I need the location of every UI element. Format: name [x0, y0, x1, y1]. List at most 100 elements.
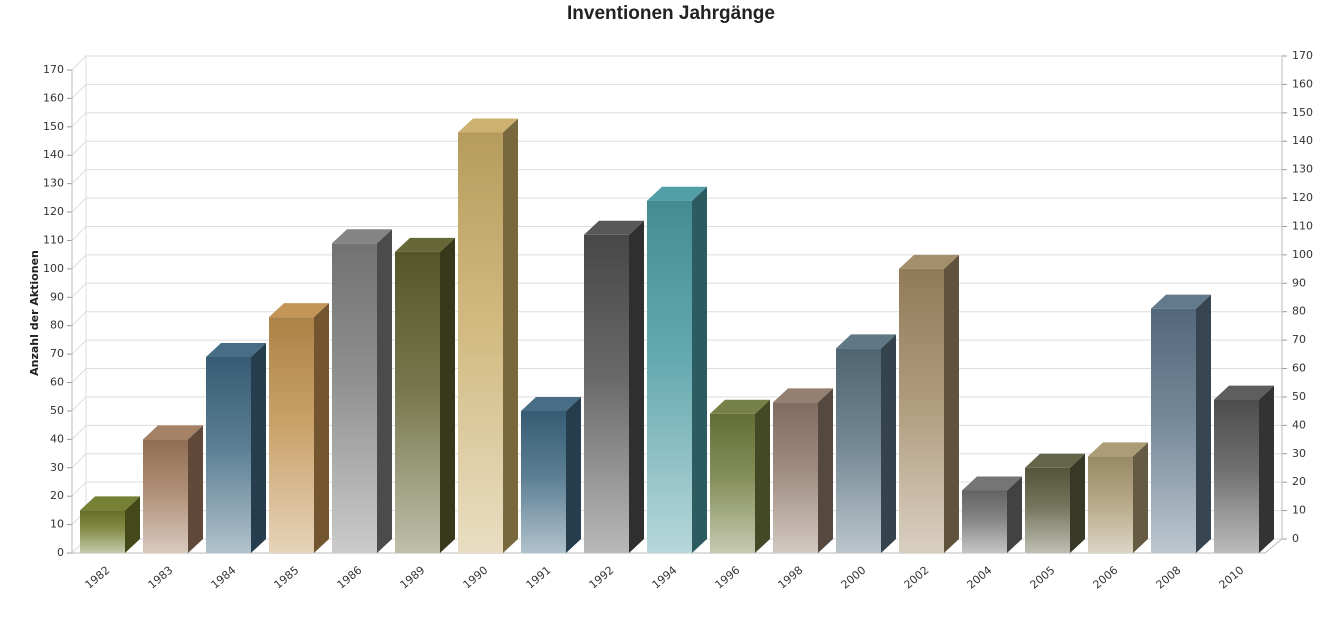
- y-tick-label: 0: [57, 546, 64, 559]
- y2-tick-label: 40: [1292, 418, 1306, 431]
- bar-top: [395, 237, 455, 252]
- y2-tick-label: 100: [1292, 248, 1313, 261]
- y-tick-label: 80: [50, 319, 64, 332]
- bar-top: [521, 396, 581, 411]
- y2-tick-label: 130: [1292, 163, 1313, 176]
- bar-side: [1196, 294, 1211, 553]
- bar-side: [503, 118, 518, 553]
- y-tick-label: 40: [50, 432, 64, 445]
- bar-side: [881, 334, 896, 553]
- x-tick-label: 1986: [335, 564, 365, 592]
- bar: [332, 243, 377, 553]
- y2-tick-label: 30: [1292, 447, 1306, 460]
- y2-tick-label: 50: [1292, 390, 1306, 403]
- bar: [647, 200, 692, 553]
- x-tick-label: 1984: [209, 564, 239, 592]
- y-tick-label: 130: [43, 177, 64, 190]
- bar-side: [125, 496, 140, 553]
- y2-tick-label: 60: [1292, 362, 1306, 375]
- y2-tick-label: 80: [1292, 305, 1306, 318]
- y2-tick-label: 170: [1292, 49, 1313, 62]
- grid-line: [71, 169, 1282, 185]
- bar-side: [755, 399, 770, 553]
- bar: [899, 268, 944, 553]
- bar: [458, 132, 503, 553]
- bar: [80, 510, 125, 553]
- x-tick-label: 2006: [1091, 564, 1121, 592]
- x-tick-label: 1992: [587, 564, 617, 592]
- bar-side: [377, 229, 392, 553]
- x-tick-label: 2005: [1028, 564, 1058, 592]
- bar-side: [314, 303, 329, 553]
- y2-tick-label: 10: [1292, 504, 1306, 517]
- y2-tick-label: 150: [1292, 106, 1313, 119]
- bar: [1151, 308, 1196, 553]
- bar-side: [692, 186, 707, 553]
- x-tick-label: 2008: [1154, 564, 1184, 592]
- y2-tick-label: 90: [1292, 276, 1306, 289]
- bar-top: [80, 496, 140, 511]
- bar-side: [1007, 476, 1022, 553]
- y2-tick-label: 110: [1292, 219, 1313, 232]
- y-tick-label: 120: [43, 205, 64, 218]
- bar-top: [269, 303, 329, 318]
- x-tick-label: 1991: [524, 564, 554, 592]
- x-tick-label: 1985: [272, 564, 302, 592]
- y-tick-label: 10: [50, 518, 64, 531]
- bar-side: [1133, 442, 1148, 553]
- bar: [521, 410, 566, 553]
- bar: [962, 490, 1007, 553]
- grid-line: [71, 282, 1282, 298]
- grid-line: [71, 55, 1282, 71]
- grid-line: [71, 311, 1282, 327]
- bar-side: [440, 237, 455, 553]
- y-tick-label: 170: [43, 63, 64, 76]
- bar: [773, 402, 818, 553]
- x-tick-label: 1998: [776, 564, 806, 592]
- bar-top: [584, 220, 644, 235]
- bar-top: [1151, 294, 1211, 309]
- bar-top: [1025, 453, 1085, 468]
- x-tick-label: 1996: [713, 564, 743, 592]
- y2-tick-label: 20: [1292, 475, 1306, 488]
- grid-line: [71, 83, 1282, 99]
- bar-top: [836, 334, 896, 349]
- y-tick-label: 150: [43, 120, 64, 133]
- grid-line: [71, 254, 1282, 270]
- x-tick-label: 1990: [461, 564, 491, 592]
- y-tick-label: 50: [50, 404, 64, 417]
- bar-side: [818, 388, 833, 553]
- y-tick-label: 70: [50, 347, 64, 360]
- x-tick-label: 1983: [146, 564, 176, 592]
- y-tick-label: 60: [50, 376, 64, 389]
- y2-tick-label: 140: [1292, 134, 1313, 147]
- bar-side: [1259, 385, 1274, 553]
- bar-side: [188, 425, 203, 553]
- x-tick-label: 2010: [1217, 564, 1247, 592]
- bar-top: [458, 118, 518, 133]
- chart-title: Inventionen Jahrgänge: [567, 3, 775, 24]
- bar-side: [1070, 453, 1085, 553]
- y2-tick-label: 160: [1292, 77, 1313, 90]
- y-tick-label: 90: [50, 290, 64, 303]
- y-axis-label: Anzahl der Aktionen: [28, 250, 41, 376]
- bar-top: [962, 476, 1022, 491]
- x-tick-label: 2004: [965, 564, 995, 592]
- y2-tick-label: 120: [1292, 191, 1313, 204]
- bar-side: [629, 220, 644, 553]
- y-tick-label: 160: [43, 91, 64, 104]
- bar: [269, 317, 314, 553]
- x-tick-label: 1982: [83, 564, 113, 592]
- grid-line: [71, 112, 1282, 128]
- bar-side: [251, 342, 266, 553]
- y-tick-label: 20: [50, 489, 64, 502]
- bar: [584, 234, 629, 553]
- bar-top: [206, 342, 266, 357]
- y-tick-label: 100: [43, 262, 64, 275]
- bar-top: [1214, 385, 1274, 400]
- bar: [836, 348, 881, 553]
- x-tick-label: 2002: [902, 564, 932, 592]
- bar-top: [143, 425, 203, 440]
- bar-top: [1088, 442, 1148, 457]
